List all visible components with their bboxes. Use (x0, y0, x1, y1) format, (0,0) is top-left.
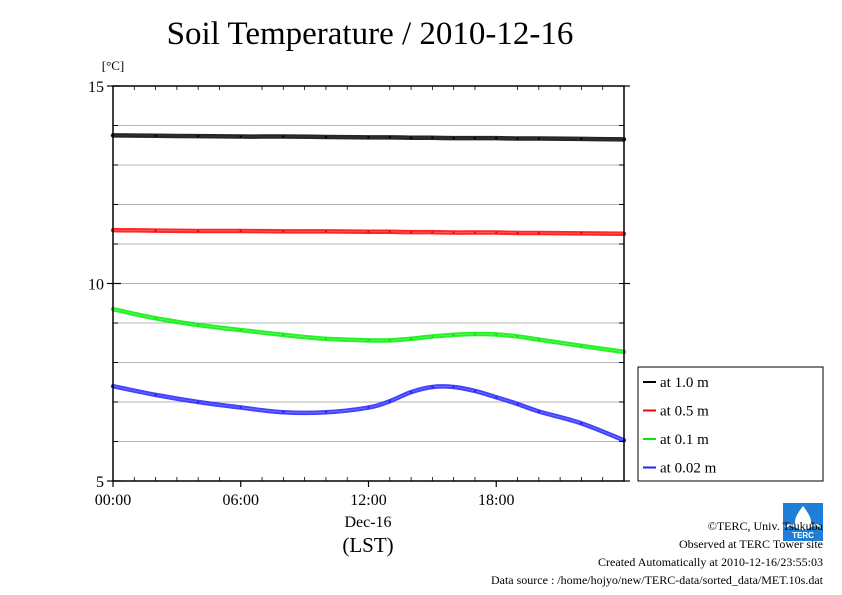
footer-copyright: ©TERC, Univ. Tsukuba (707, 519, 823, 533)
data-point-at-0-02-m (452, 385, 455, 389)
data-point-at-1-0-m (580, 137, 583, 141)
data-point-at-0-1-m (473, 332, 477, 336)
data-point-at-1-0-m (282, 135, 285, 138)
legend-box (637, 366, 824, 482)
x-tick-label: 06:00 (223, 492, 259, 509)
data-point-at-0-02-m (537, 410, 541, 413)
y-tick-label: 5 (96, 474, 104, 491)
axis-ticks: 5 10 15 00:00 06:00 12:00 18:00 (88, 79, 630, 509)
data-point-at-0-02-m (495, 396, 498, 399)
series-line-at-0-1-m (110, 306, 627, 355)
data-point-at-0-5-m (431, 230, 434, 234)
legend-label-at-1-0-m: at 1.0 m (660, 375, 709, 391)
data-point-at-0-1-m (196, 323, 200, 327)
data-point-at-0-02-m (388, 400, 391, 403)
x-tick-label: 00:00 (95, 492, 131, 509)
data-point-at-0-1-m (516, 335, 519, 338)
data-point-at-0-5-m (154, 229, 157, 232)
data-point-at-1-0-m (196, 134, 200, 138)
data-point-at-0-02-m (409, 390, 413, 394)
data-point-at-0-1-m (431, 335, 434, 338)
series-at-1-0-m (110, 133, 627, 142)
data-point-at-1-0-m (537, 137, 541, 140)
data-point-at-0-02-m (516, 402, 519, 406)
footer-created: Created Automatically at 2010-12-16/23:5… (598, 555, 823, 569)
data-point-at-0-5-m (580, 232, 583, 235)
data-point-at-0-1-m (154, 317, 157, 320)
data-point-at-0-5-m (239, 229, 242, 233)
data-point-at-1-0-m (495, 136, 498, 140)
data-point-at-0-1-m (324, 337, 328, 340)
data-point-at-0-5-m (452, 231, 455, 234)
data-point-at-0-1-m (537, 338, 541, 341)
x-tick-label: 12:00 (350, 492, 386, 509)
data-point-at-0-5-m (324, 230, 328, 233)
data-point-at-0-5-m (282, 230, 285, 233)
legend-label-at-0-1-m: at 0.1 m (660, 432, 709, 448)
grid-lines (113, 125, 624, 442)
data-point-at-0-1-m (409, 337, 413, 340)
data-point-at-0-1-m (367, 339, 370, 342)
x-axis-date-label: Dec-16 (344, 514, 391, 531)
data-point-at-0-5-m (516, 231, 519, 235)
terc-logo-text: TERC (792, 531, 814, 540)
data-point-at-0-5-m (196, 229, 200, 233)
footer-observed: Observed at TERC Tower site (678, 537, 823, 551)
legend-label-at-0-02-m: at 0.02 m (660, 461, 717, 477)
data-point-at-0-5-m (537, 231, 541, 235)
data-point-at-0-5-m (409, 230, 413, 234)
data-point-at-1-0-m (154, 134, 157, 137)
y-tick-label: 15 (88, 79, 104, 96)
data-point-at-0-02-m (282, 411, 285, 414)
x-tick-label: 18:00 (478, 492, 514, 509)
data-point-at-0-5-m (473, 231, 477, 234)
series-at-0-5-m (110, 227, 627, 236)
data-point-at-0-02-m (431, 385, 434, 389)
data-point-at-1-0-m (452, 136, 455, 140)
data-point-at-0-02-m (367, 406, 370, 409)
data-point-at-0-1-m (580, 344, 583, 348)
data-point-at-0-5-m (495, 231, 498, 234)
data-point-at-0-02-m (580, 422, 583, 425)
series-line-highlight (112, 308, 625, 353)
chart-title: Soil Temperature / 2010-12-16 (166, 16, 574, 52)
data-point-at-0-5-m (388, 230, 391, 233)
data-point-at-1-0-m (516, 137, 519, 140)
data-point-at-0-1-m (239, 328, 242, 332)
series-at-0-1-m (110, 306, 627, 355)
data-point-at-1-0-m (409, 136, 413, 139)
data-point-at-0-02-m (154, 393, 157, 397)
data-point-at-0-02-m (196, 400, 200, 404)
data-point-at-1-0-m (388, 136, 391, 139)
data-point-at-1-0-m (431, 136, 434, 139)
legend: at 1.0 m at 0.5 m at 0.1 m at 0.02 m (637, 366, 824, 482)
data-point-at-0-1-m (388, 339, 391, 342)
data-point-at-1-0-m (324, 135, 328, 139)
x-axis-label: (LST) (342, 533, 393, 557)
terc-logo: TERC (783, 503, 823, 541)
data-point-at-0-02-m (239, 406, 242, 409)
data-point-at-1-0-m (239, 135, 242, 138)
series-line-at-0-02-m (110, 383, 627, 443)
data-point-at-1-0-m (473, 136, 477, 140)
data-point-at-0-5-m (367, 230, 370, 233)
footer-data-source: Data source : /home/hojyo/new/TERC-data/… (490, 573, 823, 587)
data-point-at-1-0-m (367, 136, 370, 139)
series-at-0-02-m (110, 383, 627, 443)
data-point-at-0-02-m (324, 411, 328, 414)
y-axis-unit-label: [°C] (102, 58, 125, 73)
y-tick-label: 10 (88, 277, 104, 294)
data-point-at-0-02-m (473, 389, 477, 393)
series-lines (110, 133, 627, 443)
data-point-at-0-1-m (282, 333, 285, 337)
data-point-at-0-1-m (452, 333, 455, 337)
data-point-at-0-1-m (495, 333, 498, 336)
legend-label-at-0-5-m: at 0.5 m (660, 404, 709, 420)
